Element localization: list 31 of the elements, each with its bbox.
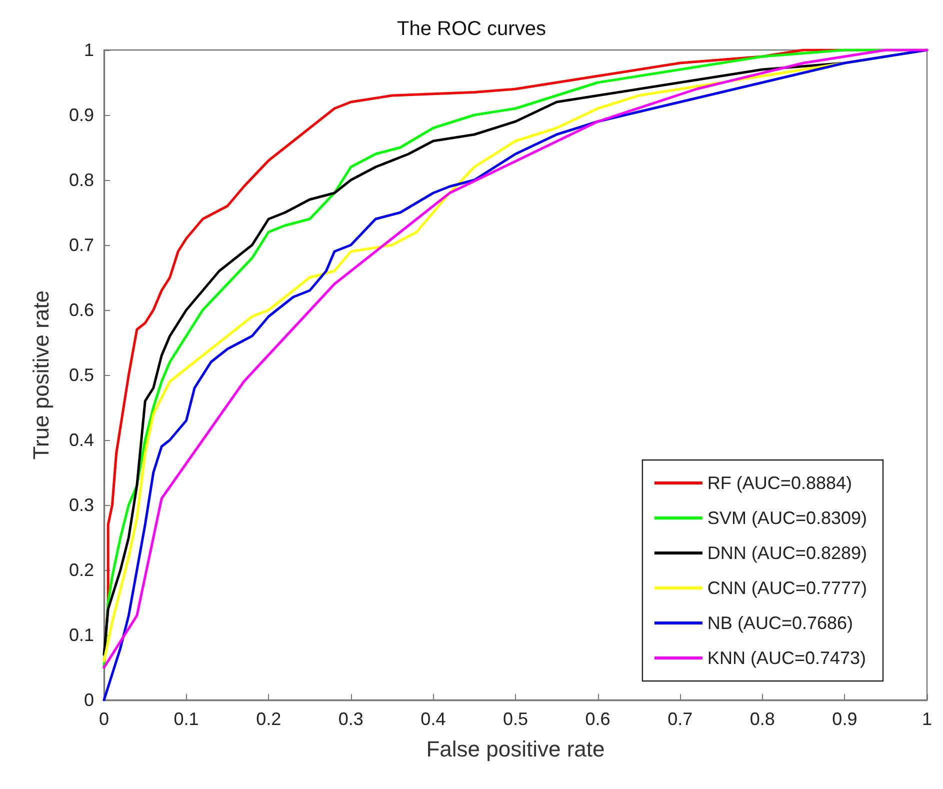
y-tick-label: 0.3 [68,495,94,515]
y-tick-label: 0.8 [68,170,94,190]
y-tick-label: 0.4 [68,430,94,450]
legend-label: KNN (AUC=0.7473) [707,648,866,668]
y-tick-label: 1 [84,40,94,60]
x-tick-label: 0.3 [338,709,364,729]
x-tick-label: 0.8 [750,709,775,729]
y-tick-label: 0.2 [68,560,94,580]
x-tick-label: 0.4 [420,709,446,729]
chart-title: The ROC curves [397,18,546,40]
x-tick-label: 0.9 [832,709,858,729]
x-tick-label: 0.1 [174,709,199,729]
x-tick-label: 0.7 [668,709,693,729]
y-tick-label: 0.7 [68,235,94,255]
y-tick-label: 0.5 [68,365,94,385]
y-tick-label: 0.6 [68,300,94,320]
x-tick-label: 1 [922,709,932,729]
x-tick-label: 0.6 [585,709,610,729]
legend-label: SVM (AUC=0.8309) [707,508,868,528]
legend-label: NB (AUC=0.7686) [707,613,854,633]
y-axis-title: True positive rate [28,290,54,460]
legend-label: CNN (AUC=0.7777) [707,578,867,598]
x-tick-label: 0 [98,709,110,729]
x-axis-title: False positive rate [426,736,605,762]
x-tick-label: 0.5 [502,709,528,729]
y-tick-label: 0.9 [68,105,94,125]
y-tick-label: 0 [84,690,94,710]
legend-label: RF (AUC=0.8884) [707,473,852,493]
x-tick-label: 0.2 [256,709,282,729]
legend-label: DNN (AUC=0.8289) [707,543,867,563]
y-tick-label: 0.1 [68,625,94,645]
